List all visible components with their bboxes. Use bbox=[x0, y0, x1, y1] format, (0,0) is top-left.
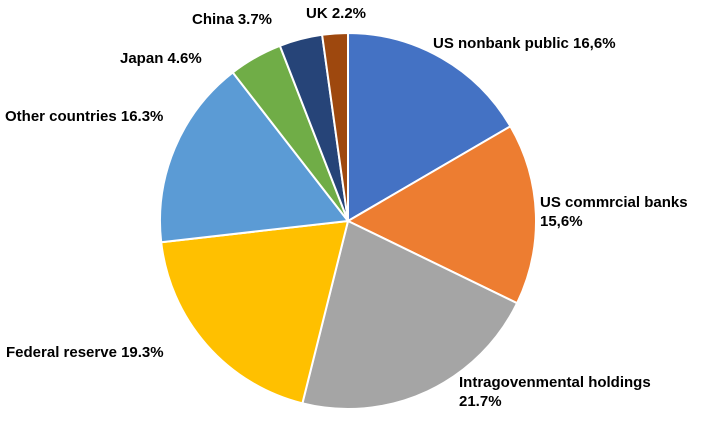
pie-slice-7 bbox=[320, 31, 349, 222]
slice-label-1-line-1: 15,6% bbox=[540, 213, 583, 230]
slice-label-4: Other countries 16.3% bbox=[5, 108, 163, 125]
slice-label-1: US commrcial banks 15,6% bbox=[540, 194, 688, 230]
pie-slice-2 bbox=[301, 219, 519, 410]
pie-slice-0 bbox=[347, 31, 512, 223]
slice-label-2: Intragovenmental holdings 21.7% bbox=[459, 374, 651, 410]
slice-label-4-line-0: Other countries 16.3% bbox=[5, 108, 163, 125]
slice-label-6-line-0: China 3.7% bbox=[192, 11, 272, 28]
pie-slice-1 bbox=[345, 124, 537, 305]
pie-slice-3 bbox=[160, 219, 350, 405]
slice-label-6: China 3.7% bbox=[192, 11, 272, 28]
slice-label-0: US nonbank public 16,6% bbox=[433, 35, 616, 52]
pie-slice-4 bbox=[159, 71, 350, 244]
slice-label-5: Japan 4.6% bbox=[120, 50, 202, 67]
slice-label-2-line-0: Intragovenmental holdings bbox=[459, 374, 651, 391]
pie-labels: US nonbank public 16,6% US commrcial bank… bbox=[5, 5, 688, 410]
slice-label-5-line-0: Japan 4.6% bbox=[120, 50, 202, 67]
slice-label-0-line-0: US nonbank public 16,6% bbox=[433, 35, 616, 52]
slice-label-7-line-0: UK 2.2% bbox=[306, 5, 366, 22]
slice-label-2-line-1: 21.7% bbox=[459, 393, 502, 410]
slice-label-1-line-0: US commrcial banks bbox=[540, 194, 688, 211]
slice-label-7: UK 2.2% bbox=[306, 5, 366, 22]
slice-label-3: Federal reserve 19.3% bbox=[6, 344, 164, 361]
pie-slices bbox=[159, 31, 537, 410]
slice-label-3-line-0: Federal reserve 19.3% bbox=[6, 344, 164, 361]
